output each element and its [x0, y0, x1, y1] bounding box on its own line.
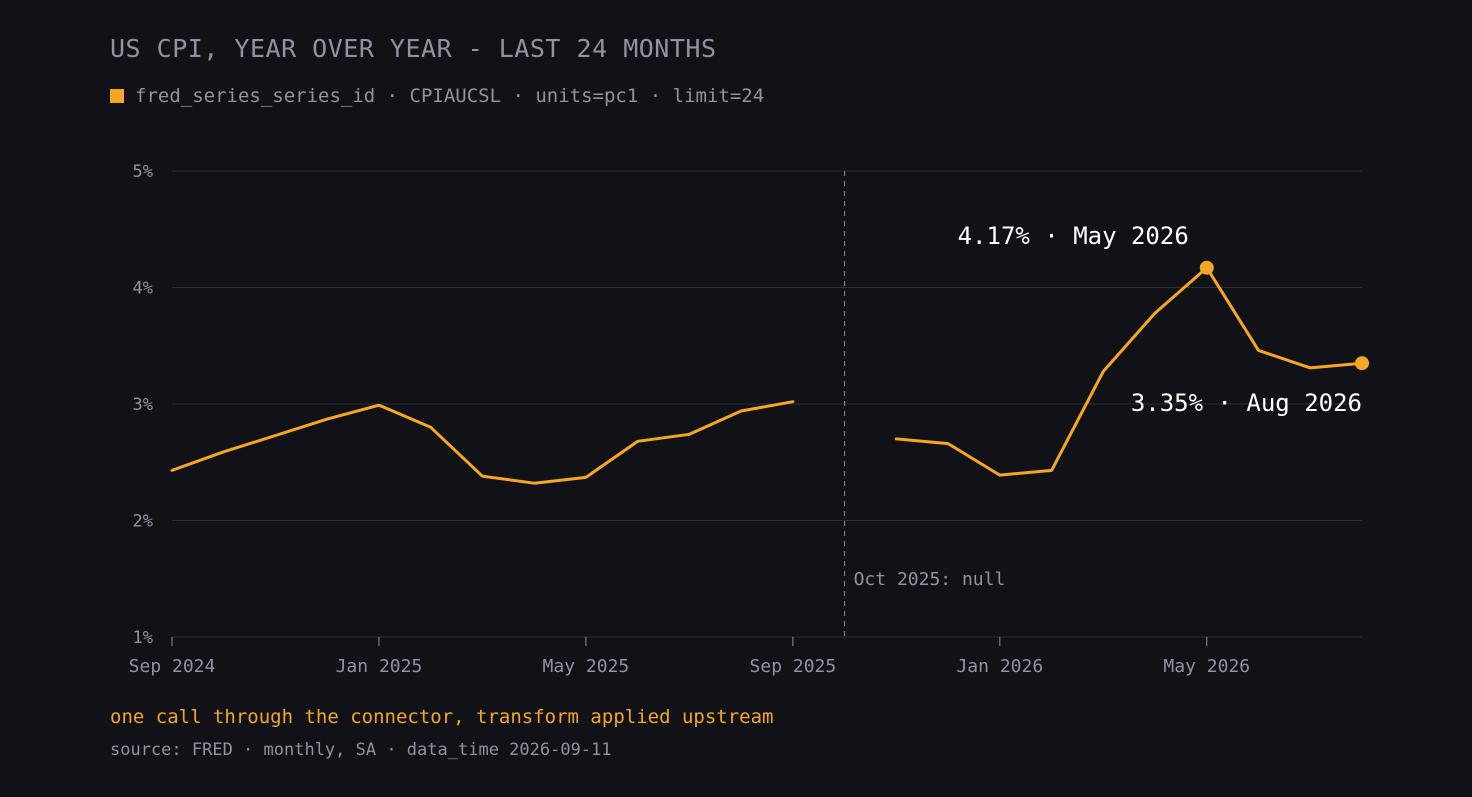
x-tick-label: Sep 2024 — [129, 656, 216, 677]
y-tick-label: 3% — [133, 395, 153, 415]
chart-title: US CPI, YEAR OVER YEAR - LAST 24 MONTHS — [110, 34, 717, 63]
latest-annotation-label: 3.35% · Aug 2026 — [1131, 389, 1362, 417]
peak-annotation-label: 4.17% · May 2026 — [958, 222, 1189, 250]
chart-legend: fred_series_series_id · CPIAUCSL · units… — [110, 85, 764, 107]
x-tick-label: Sep 2025 — [750, 656, 837, 677]
null-gap-label: Oct 2025: null — [854, 569, 1006, 590]
chart-source: source: FRED · monthly, SA · data_time 2… — [110, 740, 612, 760]
data-point-marker — [1355, 356, 1369, 371]
x-tick-label: Jan 2025 — [336, 656, 423, 677]
x-tick-label: Jan 2026 — [956, 656, 1043, 677]
legend-label: fred_series_series_id · CPIAUCSL · units… — [135, 85, 765, 107]
series-line — [894, 266, 1364, 477]
x-tick-label: May 2025 — [543, 656, 630, 677]
y-tick-label: 1% — [133, 628, 153, 648]
legend-swatch — [110, 89, 124, 103]
y-tick-label: 4% — [133, 279, 153, 299]
x-tick-label: May 2026 — [1163, 656, 1250, 677]
chart-caption: one call through the connector, transfor… — [110, 706, 774, 728]
series-line — [170, 400, 795, 485]
data-point-marker — [1199, 260, 1214, 275]
y-tick-label: 2% — [133, 512, 153, 532]
y-tick-label: 5% — [133, 162, 153, 182]
